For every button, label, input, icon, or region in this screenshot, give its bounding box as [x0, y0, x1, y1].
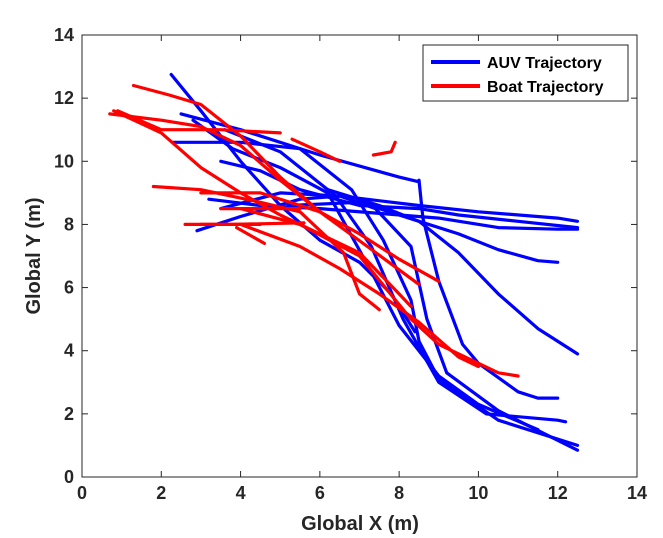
auv-trajectory-track-9: [219, 191, 580, 223]
y-axis-label: Global Y (m): [23, 197, 45, 314]
legend: AUV Trajectory Boat Trajectory: [422, 44, 629, 102]
auv-trajectory-track-11: [286, 200, 560, 264]
x-tick-label: 12: [548, 483, 568, 503]
boat-trajectory-track-14: [371, 140, 397, 157]
x-tick-label: 2: [156, 483, 166, 503]
y-tick-label: 8: [64, 214, 74, 234]
x-tick-label: 8: [394, 483, 404, 503]
x-tick-label: 10: [468, 483, 488, 503]
boat-trajectory-track-8: [199, 191, 322, 214]
y-tick-label: 0: [64, 467, 74, 487]
y-tick-label: 4: [64, 341, 74, 361]
y-tick-label: 14: [54, 25, 74, 45]
boat-trajectory-track-2: [131, 83, 421, 286]
boat-trajectory-track-1: [112, 109, 413, 309]
y-tick-label: 6: [64, 278, 74, 298]
legend-box: [422, 44, 629, 102]
boat-trajectory-track-3: [116, 109, 282, 135]
auv-trajectory-track-8: [219, 159, 580, 230]
boat-trajectory-track-11: [183, 221, 306, 226]
auv-trajectory-track-2: [179, 112, 421, 184]
boat-trajectory-track-7: [239, 222, 480, 369]
auv-trajectory-track-12: [326, 188, 580, 356]
boat-trajectory-track-13: [290, 137, 342, 163]
boat-trajectory-track-4: [108, 112, 441, 283]
auv-trajectory-track-5: [223, 128, 568, 424]
y-tick-label: 10: [54, 151, 74, 171]
x-tick-label: 14: [627, 483, 647, 503]
legend-label-boat: Boat Trajectory: [487, 79, 604, 96]
x-tick-label: 6: [315, 483, 325, 503]
x-axis-label: Global X (m): [301, 513, 419, 535]
legend-label-auv: AUV Trajectory: [487, 55, 602, 72]
x-tick-label: 4: [236, 483, 246, 503]
axis-ticks: 0 2 4 6 8 10 12 14 0 2 4 6 8 10 12 14: [54, 25, 647, 503]
y-tick-label: 2: [64, 404, 74, 424]
boat-trajectory-track-12: [235, 226, 266, 245]
trajectory-layer: [108, 72, 580, 452]
x-tick-label: 0: [77, 483, 87, 503]
y-tick-label: 12: [54, 88, 74, 108]
auv-trajectory-track-3: [417, 178, 560, 400]
